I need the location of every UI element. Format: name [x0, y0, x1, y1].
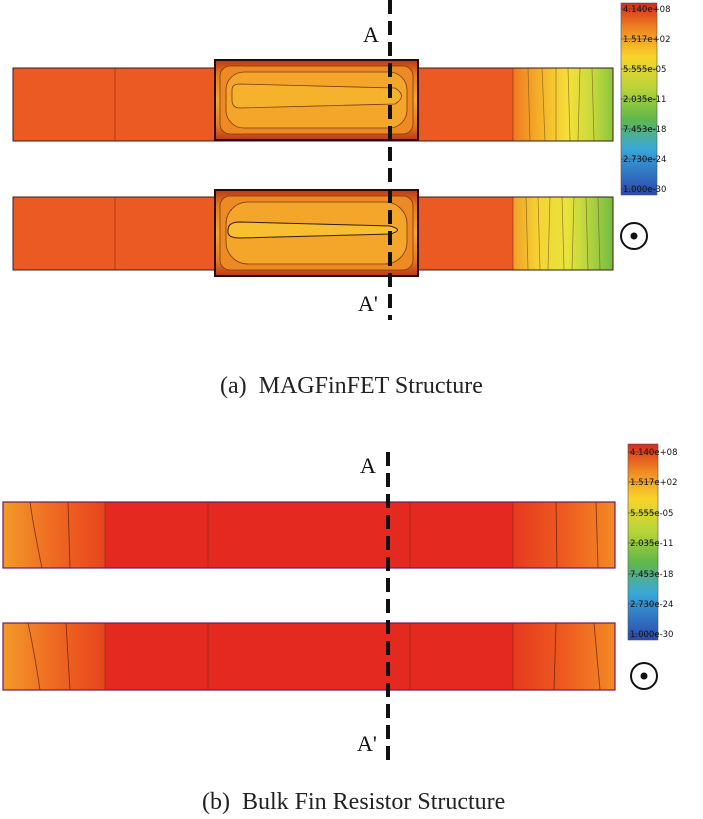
colorbar-a-tick: 4.140e+08 [623, 5, 671, 15]
colorbar-b-tick: 2.035e-11 [630, 539, 673, 549]
colorbar-a-tick: 1.517e+02 [623, 35, 671, 45]
fin-b-top [2, 501, 616, 569]
colorbar-b-tick: 7.453e-18 [630, 570, 673, 580]
caption-b: (b) Bulk Fin Resistor Structure [202, 789, 505, 815]
magnetic-field-out-icon [620, 222, 648, 250]
panel-b: A A' 4.140e+08 1.517e+02 5.555e-05 2.035… [2, 443, 678, 815]
colorbar-b-tick: 2.730e-24 [630, 600, 673, 610]
colorbar-b-tick: 4.140e+08 [630, 448, 678, 458]
gate-region-a-top [214, 59, 419, 141]
colorbar-b-tick: 1.000e-30 [630, 630, 673, 640]
colorbar-b-tick: 5.555e-05 [630, 509, 673, 519]
cut-label-a-top: A [363, 22, 379, 47]
panel-a: A A' 4.140e+08 1.517e+02 5.555e-05 2.035… [12, 0, 671, 399]
cut-label-a-bottom: A' [358, 291, 378, 316]
colorbar-a-tick: 1.000e-30 [623, 185, 666, 195]
cut-label-b-top: A [360, 453, 376, 478]
fin-b-bottom [2, 622, 616, 691]
gate-region-a-bottom [214, 189, 419, 277]
colorbar-b: 4.140e+08 1.517e+02 5.555e-05 2.035e-11 … [627, 443, 678, 641]
colorbar-b-tick: 1.517e+02 [630, 478, 678, 488]
caption-a: (a) MAGFinFET Structure [220, 373, 483, 399]
colorbar-a-tick: 5.555e-05 [623, 65, 666, 75]
colorbar-a-tick: 2.035e-11 [623, 95, 666, 105]
colorbar-a: 4.140e+08 1.517e+02 5.555e-05 2.035e-11 … [620, 2, 671, 196]
colorbar-a-tick: 2.730e-24 [623, 155, 666, 165]
colorbar-a-tick: 7.453e-18 [623, 125, 666, 135]
magnetic-field-out-icon [630, 662, 658, 690]
cut-label-b-bottom: A' [357, 731, 377, 756]
